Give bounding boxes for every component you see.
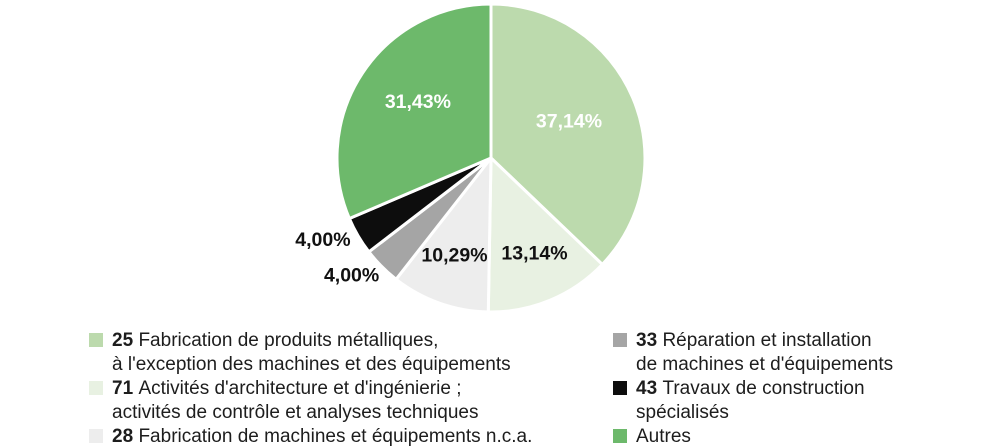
pie-chart: 37,14% 13,14% 10,29% 4,00% 4,00% 31,43% bbox=[295, 2, 647, 314]
legend-label-28: 28 Fabrication de machines et équipements… bbox=[112, 425, 532, 448]
legend-column-left: 25 Fabrication de produits métalliques, à… bbox=[89, 329, 594, 448]
legend-code: 43 bbox=[636, 378, 658, 399]
legend-item-autres: Autres bbox=[613, 425, 993, 448]
legend-line1: Travaux de construction bbox=[662, 378, 865, 399]
legend-item-43: 43 Travaux de construction spécialisés bbox=[613, 377, 993, 425]
legend-label-autres: Autres bbox=[636, 425, 691, 448]
legend-item-71: 71 Activités d'architecture et d'ingénier… bbox=[89, 377, 594, 425]
legend-swatch-autres bbox=[613, 429, 627, 443]
legend-line2: spécialisés bbox=[636, 402, 729, 423]
legend-code: 28 bbox=[112, 426, 134, 447]
legend-item-28: 28 Fabrication de machines et équipements… bbox=[89, 425, 594, 448]
legend-line1: Fabrication de machines et équipements n… bbox=[138, 426, 533, 447]
pie-percent-label-28: 10,29% bbox=[421, 244, 487, 266]
pie-percent-label-autres: 31,43% bbox=[385, 91, 451, 113]
legend-swatch-28 bbox=[89, 429, 103, 443]
legend-line2: à l'exception des machines et des équipe… bbox=[112, 354, 511, 375]
legend-column-right: 33 Réparation et installation de machines… bbox=[613, 329, 993, 448]
pie-slice-28 bbox=[394, 156, 493, 314]
legend-line2: de machines et d'équipements bbox=[636, 354, 894, 375]
legend-swatch-33 bbox=[613, 333, 627, 347]
legend-swatch-43 bbox=[613, 381, 627, 395]
legend-label-33: 33 Réparation et installation de machines… bbox=[636, 329, 893, 377]
legend-swatch-25 bbox=[89, 333, 103, 347]
legend-label-71: 71 Activités d'architecture et d'ingénier… bbox=[112, 377, 479, 425]
pie-percent-label-33: 4,00% bbox=[324, 264, 379, 286]
legend-label-43: 43 Travaux de construction spécialisés bbox=[636, 377, 865, 425]
pie-percent-label-25: 37,14% bbox=[536, 111, 602, 133]
legend-label-25: 25 Fabrication de produits métalliques, à… bbox=[112, 329, 511, 377]
pie-percent-label-71: 13,14% bbox=[501, 242, 567, 264]
legend-line2: activités de contrôle et analyses techni… bbox=[112, 402, 479, 423]
legend-line1: Réparation et installation bbox=[662, 330, 872, 351]
legend-item-33: 33 Réparation et installation de machines… bbox=[613, 329, 993, 377]
legend-line1: Fabrication de produits métalliques, bbox=[138, 330, 439, 351]
legend-swatch-71 bbox=[89, 381, 103, 395]
legend-code: 33 bbox=[636, 330, 658, 351]
pie-slice-25 bbox=[489, 2, 647, 266]
legend-item-25: 25 Fabrication de produits métalliques, à… bbox=[89, 329, 594, 377]
legend-code: 71 bbox=[112, 378, 134, 399]
pie-slice-71 bbox=[486, 156, 604, 314]
legend-line1: Activités d'architecture et d'ingénierie… bbox=[138, 378, 462, 399]
legend-line1: Autres bbox=[636, 426, 691, 447]
pie-slice-autres bbox=[335, 2, 493, 221]
pie-percent-label-43: 4,00% bbox=[295, 229, 350, 251]
legend-code: 25 bbox=[112, 330, 134, 351]
